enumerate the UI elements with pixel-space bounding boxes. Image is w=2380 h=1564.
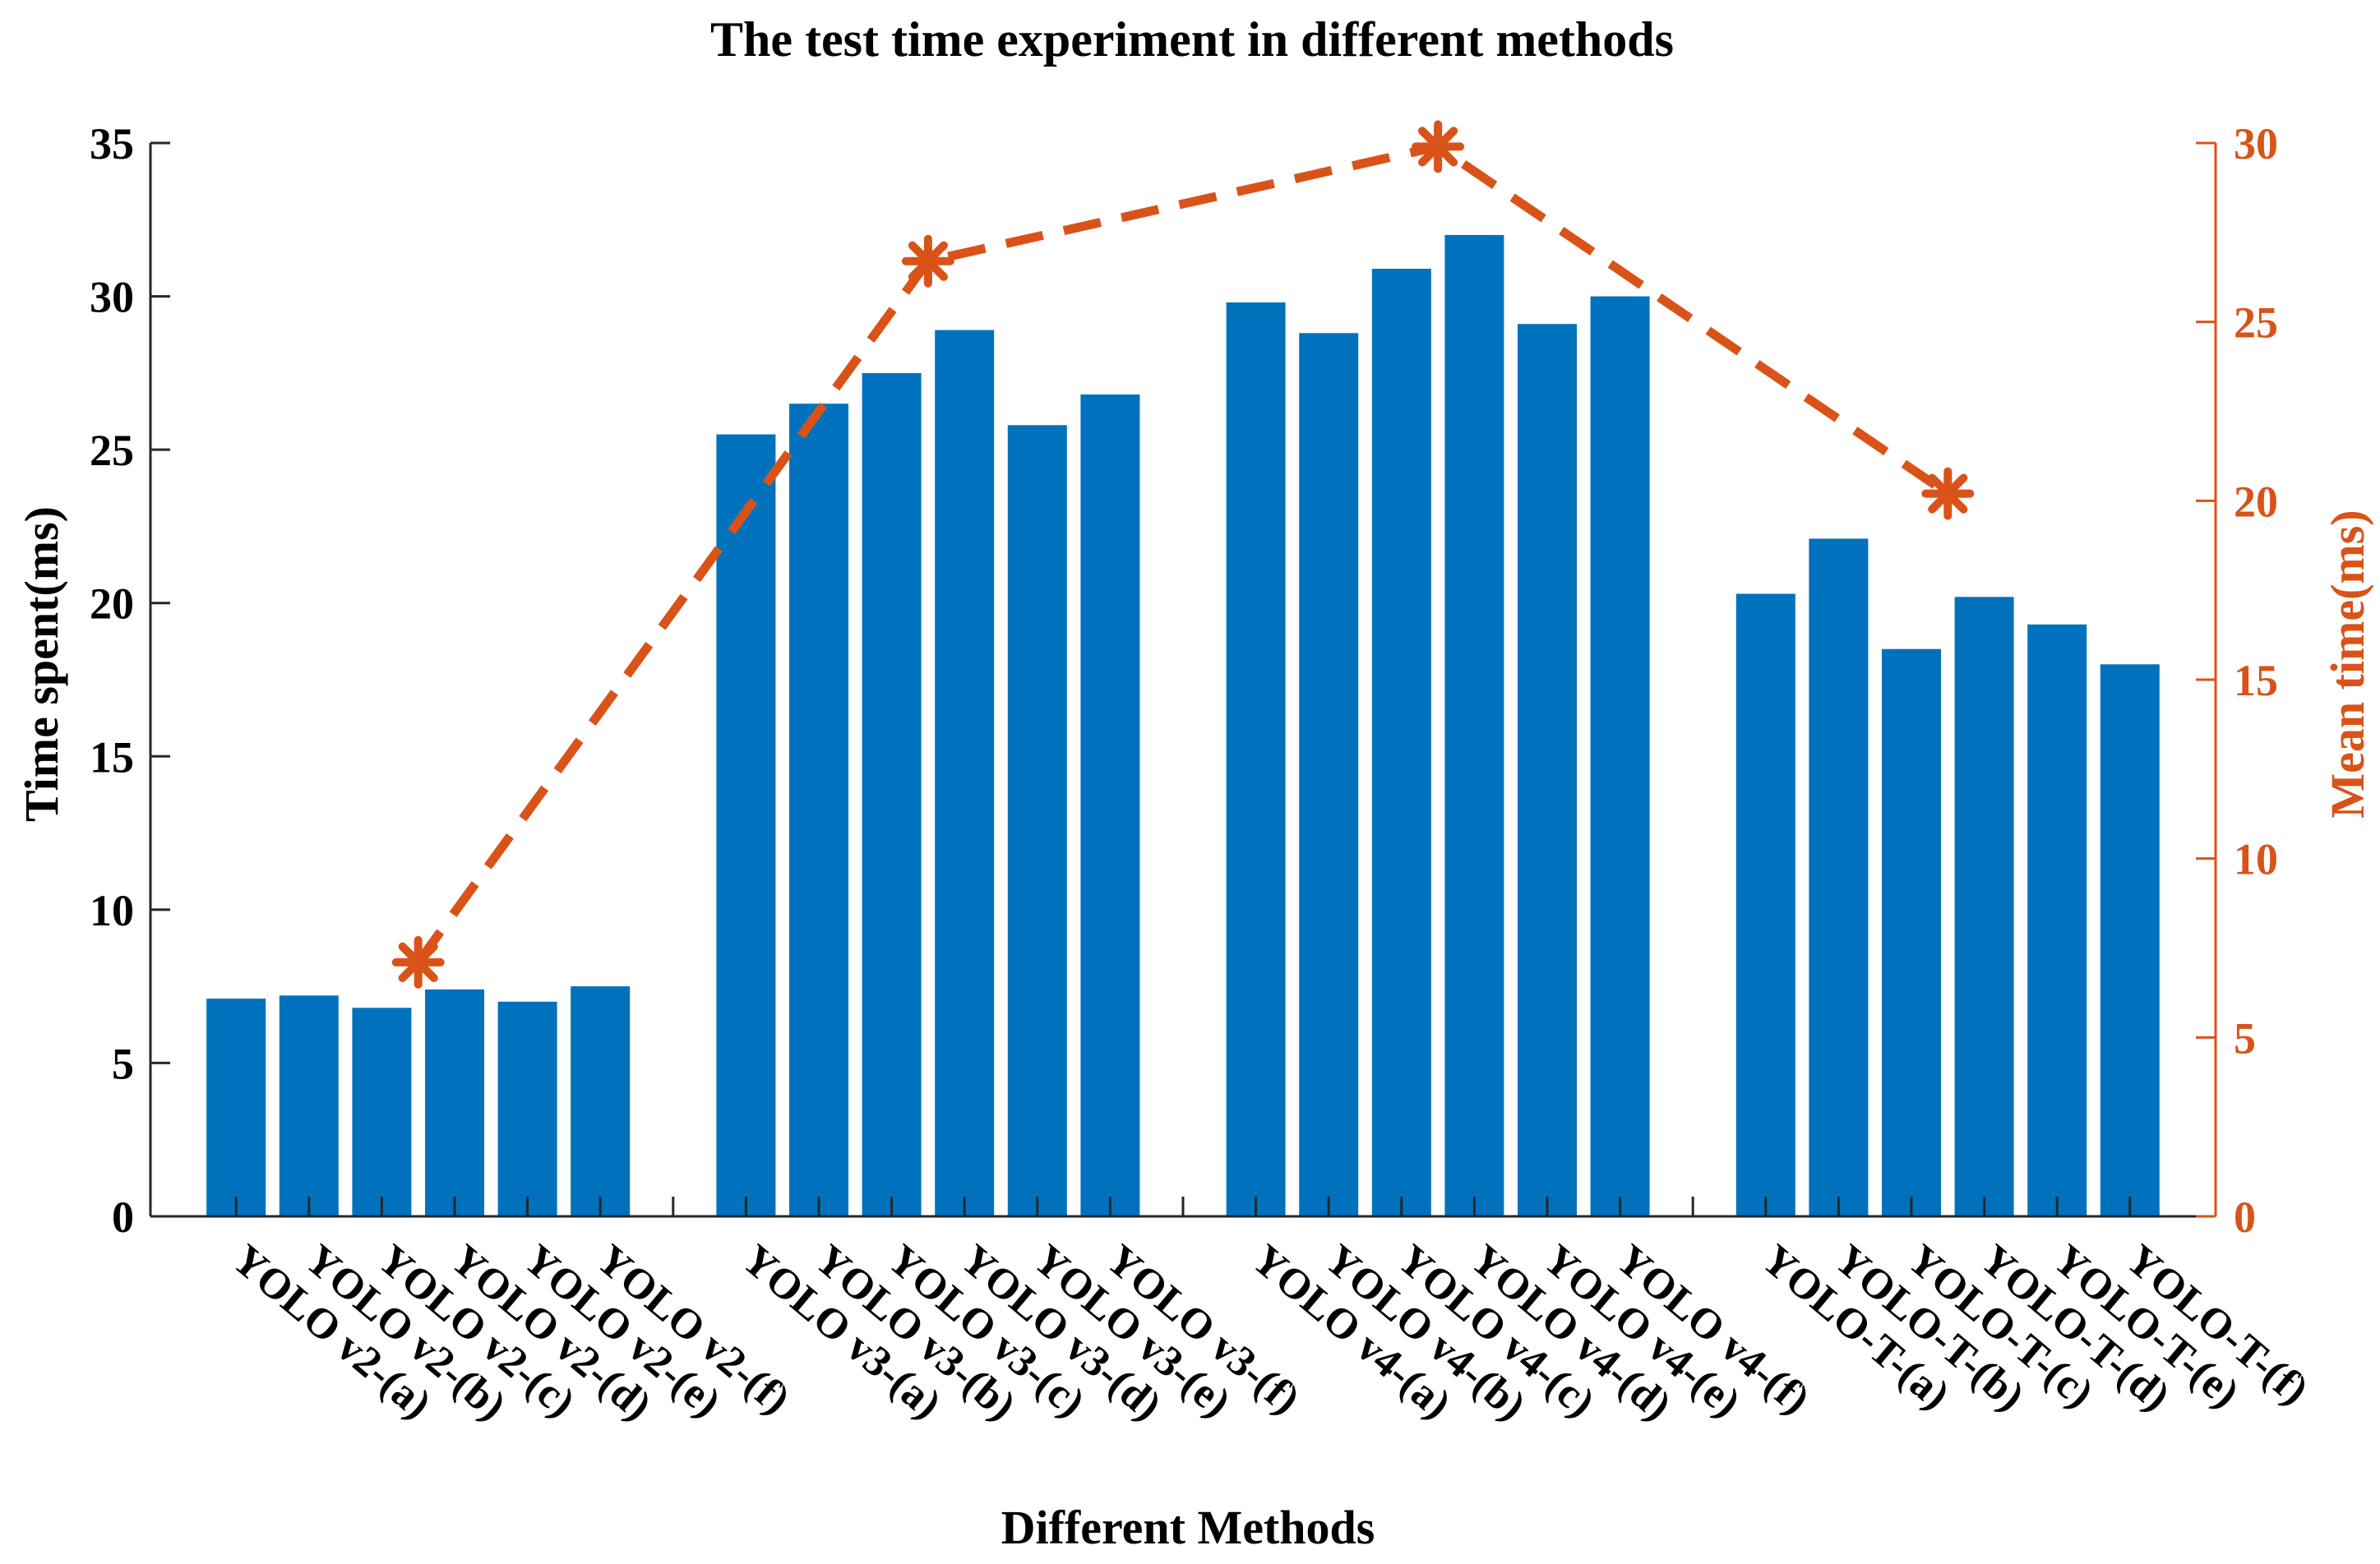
- y-tick-label: 30: [90, 273, 134, 322]
- y-right-tick-label: 0: [2234, 1193, 2256, 1242]
- y-right-tick-label: 5: [2234, 1013, 2256, 1063]
- mean-marker: [901, 234, 954, 288]
- bar: [497, 1001, 557, 1216]
- y-tick-label: 35: [90, 119, 134, 168]
- x-tick-labels: YOLO v2-(a)YOLO v2-(b)YOLO v2-(c)YOLO v2…: [223, 1236, 2317, 1430]
- bar: [1735, 593, 1795, 1216]
- bar: [1444, 234, 1504, 1216]
- axes: 0 5 10 15 20 25 30 35 0 5 10 15 20 25 30: [90, 119, 2278, 1242]
- bar: [716, 434, 776, 1216]
- y-tick-label: 10: [90, 886, 134, 935]
- bar: [1518, 324, 1577, 1217]
- bar: [1809, 538, 1869, 1216]
- y-axis-label: Time spent(ms): [15, 506, 68, 822]
- bar: [425, 989, 484, 1216]
- bar-series: [206, 234, 2160, 1217]
- bar: [206, 999, 266, 1216]
- mean-time-series: [391, 120, 1975, 989]
- bar: [1371, 269, 1431, 1216]
- bar: [2100, 664, 2160, 1216]
- bar: [1007, 425, 1067, 1216]
- mean-marker: [1921, 467, 1975, 520]
- y-right-tick-label: 25: [2234, 298, 2278, 348]
- y-right-tick-label: 30: [2234, 119, 2278, 168]
- bar: [1299, 333, 1359, 1216]
- bar: [1080, 394, 1140, 1216]
- x-axis-label: Different Methods: [1001, 1501, 1375, 1554]
- bar: [1882, 648, 1941, 1216]
- y-axis-right-label: Mean time(ms): [2321, 510, 2374, 818]
- bar: [571, 986, 631, 1216]
- bar: [1590, 296, 1650, 1217]
- bar: [352, 1008, 412, 1216]
- bar: [2027, 624, 2087, 1216]
- mean-marker: [1412, 120, 1465, 173]
- y-tick-label: 25: [90, 426, 134, 475]
- chart-title: The test time experiment in different me…: [710, 12, 1674, 67]
- bar: [279, 995, 339, 1216]
- y-right-tick-label: 10: [2234, 835, 2278, 884]
- y-tick-label: 15: [90, 732, 134, 782]
- y-right-tick-label: 20: [2234, 477, 2278, 526]
- y-tick-label: 0: [112, 1193, 134, 1242]
- bar: [789, 404, 848, 1216]
- mean-marker: [391, 935, 445, 989]
- y-right-tick-label: 15: [2234, 656, 2278, 705]
- y-tick-label: 5: [112, 1039, 134, 1088]
- bar: [1954, 597, 2014, 1216]
- bar: [935, 330, 995, 1217]
- y-tick-label: 20: [90, 579, 134, 629]
- bar: [1226, 302, 1286, 1216]
- bar: [862, 372, 922, 1216]
- mean-line: [414, 141, 1951, 966]
